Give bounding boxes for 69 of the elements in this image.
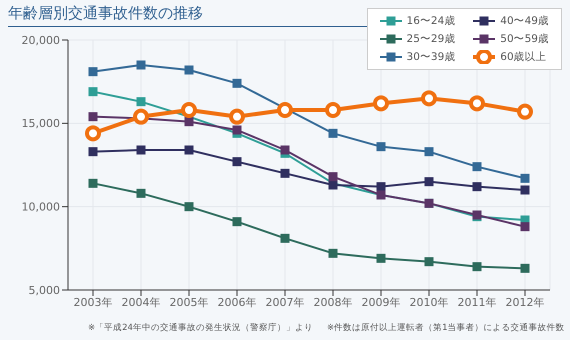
chart-title: 年齢層別交通事故件数の推移 <box>8 4 203 22</box>
x-tick-label: 2012年 <box>506 296 544 309</box>
x-tick-label: 2006年 <box>218 296 256 309</box>
point <box>376 142 386 152</box>
point <box>472 262 482 272</box>
point <box>328 248 338 258</box>
point <box>232 126 242 134</box>
legend-label: 16〜24歳 <box>406 14 456 28</box>
point <box>85 125 101 142</box>
point <box>184 117 194 126</box>
point <box>424 147 434 156</box>
point <box>232 157 242 166</box>
x-tick-label: 2007年 <box>266 296 304 309</box>
point <box>421 90 437 106</box>
point <box>424 257 434 266</box>
point <box>88 112 98 122</box>
point <box>520 174 530 183</box>
point <box>424 177 434 186</box>
point <box>136 188 146 198</box>
point <box>373 95 389 112</box>
text: ※件数は原付以上運転者（第1当事者）による交通事故件数 <box>326 322 564 334</box>
point <box>520 264 530 273</box>
point <box>517 104 533 120</box>
text: ※「平成24年中の交通事故の発生状況（警察庁）」より <box>88 322 313 334</box>
point <box>325 102 341 118</box>
point <box>88 87 98 96</box>
point <box>469 95 485 112</box>
x-tick-label: 2003年 <box>74 296 112 309</box>
point <box>184 66 194 74</box>
legend-label: 30〜39歳 <box>406 50 456 64</box>
x-tick-label: 2009年 <box>362 296 400 309</box>
point <box>88 147 98 156</box>
point <box>472 182 482 192</box>
legend-label: 25〜29歳 <box>406 32 456 46</box>
point <box>376 182 386 192</box>
point <box>280 168 290 178</box>
y-tick-label: 15,000 <box>22 117 60 130</box>
legend-label: 60歳以上 <box>500 50 547 64</box>
point <box>376 254 386 263</box>
point <box>280 146 290 154</box>
legend-label: 50〜59歳 <box>500 32 549 46</box>
point <box>88 67 98 76</box>
point <box>232 78 242 88</box>
point <box>136 60 146 70</box>
x-tick-label: 2011年 <box>458 296 496 309</box>
point <box>181 102 197 118</box>
y-tick-label: 5,000 <box>28 284 60 297</box>
point <box>184 202 194 212</box>
x-tick-label: 2010年 <box>410 296 448 309</box>
x-tick-label: 2005年 <box>170 296 208 309</box>
point <box>280 234 290 243</box>
point <box>88 178 98 188</box>
point <box>277 102 293 118</box>
point <box>136 97 146 106</box>
point <box>328 128 338 138</box>
y-tick-label: 20,000 <box>22 34 60 47</box>
point <box>328 172 338 182</box>
point <box>133 108 149 125</box>
legend-label: 40〜49歳 <box>500 14 549 28</box>
point <box>184 146 194 154</box>
point <box>229 108 245 125</box>
point <box>232 217 242 226</box>
x-tick-label: 2004年 <box>122 296 160 309</box>
point <box>472 162 482 172</box>
point <box>136 146 146 154</box>
y-tick-label: 10,000 <box>22 200 60 214</box>
point <box>520 222 530 232</box>
x-tick-label: 2008年 <box>314 296 352 309</box>
point <box>520 186 530 194</box>
